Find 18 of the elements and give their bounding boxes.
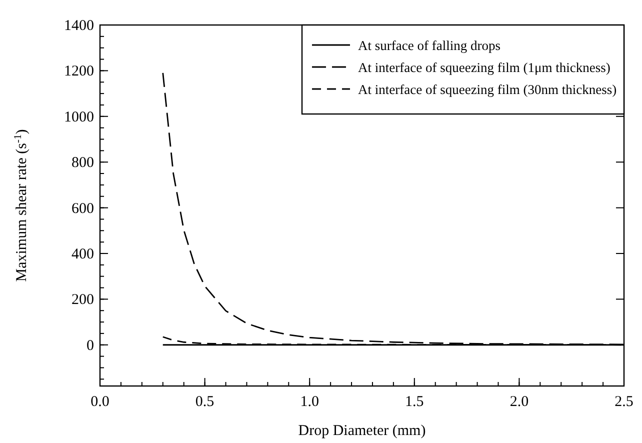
legend-label: At surface of falling drops [358, 38, 500, 53]
y-tick-label: 1400 [64, 18, 94, 34]
x-tick-label: 2.5 [614, 394, 634, 410]
x-tick-label: 0.5 [195, 394, 214, 410]
legend-label: At interface of squeezing film (30nm thickness) [358, 82, 617, 97]
y-tick-label: 200 [72, 292, 94, 308]
y-tick-label: 600 [72, 200, 94, 217]
x-tick-label: 2.0 [510, 394, 529, 410]
x-axis-title: Drop Diameter (mm) [298, 423, 426, 439]
legend-label: At interface of squeezing film (1μm thickness) [358, 60, 610, 75]
y-tick-label: 0 [86, 338, 94, 354]
y-tick-label: 1200 [64, 64, 94, 80]
y-tick-label: 1000 [64, 109, 94, 126]
x-tick-label: 0.0 [90, 394, 110, 410]
x-tick-label: 1.0 [300, 394, 319, 410]
y-tick-label: 800 [72, 155, 94, 172]
y-tick-label: 400 [72, 246, 94, 262]
x-tick-label: 1.5 [405, 394, 424, 410]
